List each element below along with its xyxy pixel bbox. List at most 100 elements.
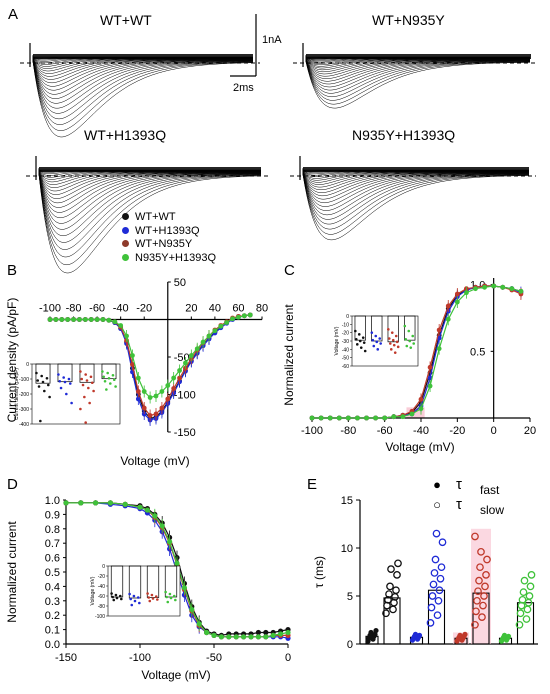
sweep-trace [38,172,261,230]
data-point-n935y-h1393q [212,328,218,334]
data-point-n935y-h1393q [112,319,118,325]
data-point-n935y-h1393q [248,634,254,640]
inset-point-n935y-h1393q [165,595,168,599]
data-point-n935y-h1393q [373,415,378,421]
y-tick-label: 0.2 [45,610,60,622]
x-tick-label: -100 [129,652,151,664]
chart-b: -100 -80 -60 -40 -20 20 40 60 8050-50-100-150Vol… [5,277,268,468]
data-point-n935y-h1393q [118,323,124,328]
data-point-wt-wt [263,629,269,636]
data-point-n935y-h1393q [436,346,442,352]
traces-wt-n935y [293,43,538,109]
sweep-trace [305,60,530,91]
inset-point-wt-h1393q [65,392,68,396]
legend-marker-wt-n935y [122,240,129,247]
point-fast-n935y-h1393q [501,632,508,638]
data-point-n935y-h1393q [82,317,88,322]
inset-point-n935y-h1393q [112,378,116,382]
y-tick-label: 0.8 [45,524,60,536]
legend-item-wt-n935y: WT+N935Y [122,238,216,252]
x-tick-label: 0 [491,425,497,437]
inset-point-n935y-h1393q [408,339,412,343]
data-point-n935y-h1393q [122,501,128,507]
x-tick-label: -50 [206,652,222,664]
sweep-trace [305,61,530,105]
inset-point-n935y-h1393q [168,592,172,596]
inset-point-wt-n935y [387,337,391,340]
data-point-n935y-h1393q [153,393,159,399]
inset-point-wt-wt [120,597,123,601]
data-point-n935y-h1393q [211,632,217,638]
data-point-n935y-h1393q [218,634,224,640]
inset-point-wt-wt [354,338,358,341]
data-point-n935y-h1393q [200,339,206,345]
data-point-n935y-h1393q [167,539,173,545]
point-slow-wt-n935y [483,555,491,564]
inset-d: 0 -20 -40 -60 -80 -100 Voltage (mV) [90,564,181,620]
sweep-trace [305,60,531,98]
inset-point-wt-n935y [147,596,150,599]
inset-point-wt-n935y [79,407,82,411]
data-point-n935y-h1393q [141,389,147,394]
inset-point-wt-h1393q [68,382,72,385]
inset-point-n935y-h1393q [409,346,413,349]
tau-legend-sub-fast: fast [480,483,500,497]
data-point-n935y-h1393q [63,500,69,506]
point-fast-wt-wt [373,627,379,634]
inset-point-n935y-h1393q [407,329,411,333]
trace-title-wt-h1393q: WT+H1393Q [84,127,167,143]
x-axis-label: Voltage (mV) [141,668,210,682]
inset-point-n935y-h1393q [102,375,106,379]
data-point-n935y-h1393q [194,346,200,352]
data-point-n935y-h1393q [152,513,158,519]
data-point-wt-n935y [141,405,147,411]
legend-label-wt-n935y: WT+N935Y [135,238,193,250]
inset-point-wt-wt [111,595,114,599]
y-tick-label: 0.9 [45,509,60,521]
y-axis-label: Current density (pA/pF) [5,298,19,423]
point-slow-n935y-h1393q [526,582,535,591]
y-tick-label: 15 [341,495,353,507]
scale-bar-current-label: 1nA [262,34,282,46]
inset-y-label: Current density (pA/pF) [14,368,20,420]
inset-point-n935y-h1393q [403,324,407,328]
inset-point-wt-h1393q [138,601,141,605]
y-tick-label: 0.0 [45,639,60,651]
data-point-n935y-h1393q [418,406,424,412]
x-tick-label: 20 [185,303,197,315]
sweep-trace [38,172,261,213]
x-tick-label: 40 [209,303,221,315]
data-point-n935y-h1393q [364,415,369,421]
sweep-trace [32,60,253,120]
inset-point-n935y-h1393q [166,600,170,604]
traces-wt-h1393q [26,156,268,274]
data-point-n935y-h1393q [71,317,76,322]
data-point-n935y-h1393q [236,314,241,320]
data-point-n935y-h1393q [135,375,141,381]
data-point-n935y-h1393q [230,316,235,322]
inset-point-wt-n935y [89,375,93,379]
sweep-trace [305,60,530,101]
x-tick-label: -100 [301,425,323,437]
point-slow-wt-h1393q [434,596,443,605]
point-fast-wt-wt [368,629,374,636]
sweep-trace [38,174,261,274]
point-slow-wt-wt [394,559,402,568]
inset-point-n935y-h1393q [114,385,117,388]
trace-title-wt-n935y: WT+N935Y [372,12,445,28]
inset-point-wt-n935y [392,343,396,347]
y-tick-label: 0.7 [45,538,60,550]
inset-point-wt-n935y [81,383,85,387]
inset-tick-label: -80 [98,604,105,610]
inset-tick-label: -100 [19,377,29,383]
legend-label-n935y-h1393q: N935Y+H1393Q [135,251,217,264]
data-point-n935y-h1393q [59,317,65,322]
data-point-n935y-h1393q [147,395,153,400]
x-tick-label: -20 [136,303,152,315]
point-slow-n935y-h1393q [522,615,531,623]
point-slow-wt-wt [385,590,393,598]
legend-label-wt-h1393q: WT+H1393Q [135,224,200,237]
data-point-n935y-h1393q [491,283,497,289]
x-tick-label: -60 [89,303,105,315]
